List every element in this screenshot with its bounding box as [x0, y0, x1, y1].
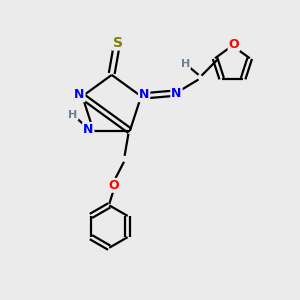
Text: N: N	[74, 88, 85, 101]
Text: N: N	[171, 87, 182, 100]
Text: O: O	[108, 179, 119, 192]
Text: N: N	[139, 88, 149, 101]
Text: N: N	[83, 123, 93, 136]
Text: S: S	[112, 35, 123, 50]
Text: O: O	[229, 38, 239, 51]
Text: H: H	[181, 59, 190, 69]
Text: H: H	[68, 110, 78, 120]
